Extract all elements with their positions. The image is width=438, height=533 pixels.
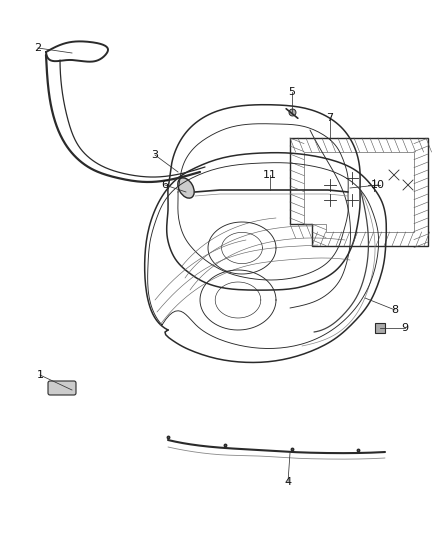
Text: 8: 8 (392, 305, 399, 315)
Text: 10: 10 (371, 180, 385, 190)
Text: 5: 5 (289, 87, 296, 97)
Text: 11: 11 (263, 170, 277, 180)
FancyBboxPatch shape (48, 381, 76, 395)
Ellipse shape (178, 178, 194, 198)
Text: 7: 7 (326, 113, 334, 123)
Text: 2: 2 (35, 43, 42, 53)
Text: 4: 4 (284, 477, 292, 487)
Text: 1: 1 (36, 370, 43, 380)
Polygon shape (290, 138, 428, 246)
Text: 6: 6 (162, 180, 169, 190)
Bar (375, 323, 385, 333)
Text: 3: 3 (152, 150, 159, 160)
Text: 9: 9 (402, 323, 409, 333)
